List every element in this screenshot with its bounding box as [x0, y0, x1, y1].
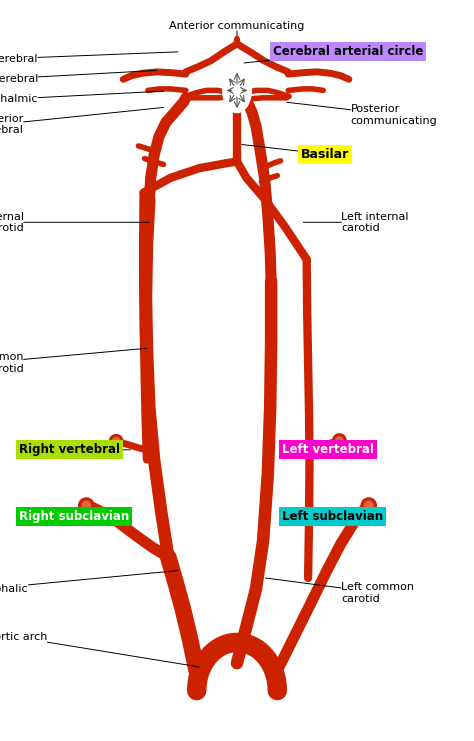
- Text: Aortic arch: Aortic arch: [0, 632, 199, 667]
- Text: Left vertebral: Left vertebral: [282, 443, 374, 456]
- Ellipse shape: [79, 498, 94, 513]
- Ellipse shape: [333, 434, 346, 446]
- Text: Right subclavian: Right subclavian: [19, 510, 129, 523]
- Ellipse shape: [112, 437, 119, 444]
- Text: Left internal
carotid: Left internal carotid: [303, 211, 409, 233]
- Ellipse shape: [109, 434, 123, 447]
- Text: Posterior
cerebral: Posterior cerebral: [0, 107, 164, 136]
- Circle shape: [223, 68, 251, 113]
- Ellipse shape: [365, 501, 373, 510]
- Text: Brachiocephalic: Brachiocephalic: [0, 571, 178, 594]
- Text: Left common
carotid: Left common carotid: [265, 578, 414, 604]
- Text: Right internal
carotid: Right internal carotid: [0, 211, 149, 233]
- Text: Posterior
communicating: Posterior communicating: [287, 102, 438, 126]
- Text: Left subclavian: Left subclavian: [282, 510, 383, 523]
- Text: Basilar: Basilar: [242, 144, 349, 161]
- Text: Ophthalmic: Ophthalmic: [0, 91, 164, 104]
- Text: Anterior communicating: Anterior communicating: [169, 21, 305, 36]
- Ellipse shape: [336, 437, 343, 443]
- Ellipse shape: [361, 498, 376, 513]
- Text: Cerebral arterial circle: Cerebral arterial circle: [244, 45, 423, 63]
- Text: Middle cerebral: Middle cerebral: [0, 70, 156, 84]
- Text: Anterior cerebral: Anterior cerebral: [0, 52, 178, 64]
- Ellipse shape: [82, 501, 91, 510]
- Text: Right vertebral: Right vertebral: [19, 443, 130, 456]
- Text: Right common
carotid: Right common carotid: [0, 348, 147, 374]
